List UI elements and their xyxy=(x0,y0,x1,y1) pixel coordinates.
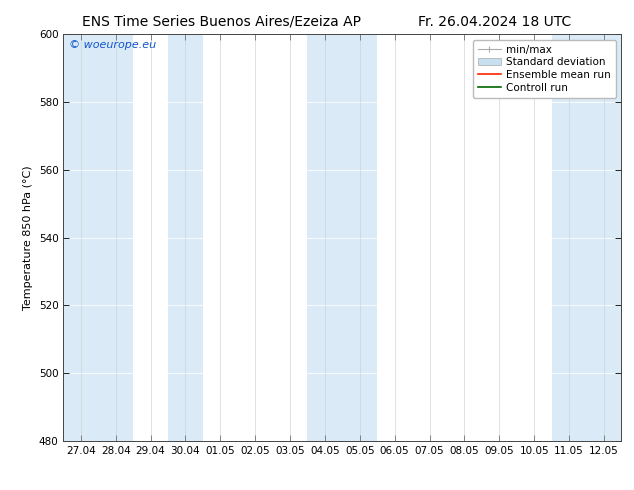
Bar xyxy=(552,34,586,441)
Text: © woeurope.eu: © woeurope.eu xyxy=(69,40,156,50)
Y-axis label: Temperature 850 hPa (°C): Temperature 850 hPa (°C) xyxy=(23,165,33,310)
Text: ENS Time Series Buenos Aires/Ezeiza AP: ENS Time Series Buenos Aires/Ezeiza AP xyxy=(82,15,361,29)
Legend: min/max, Standard deviation, Ensemble mean run, Controll run: min/max, Standard deviation, Ensemble me… xyxy=(473,40,616,98)
Bar xyxy=(168,34,203,441)
Bar xyxy=(307,34,342,441)
Bar xyxy=(63,34,98,441)
Bar xyxy=(586,34,621,441)
Text: Fr. 26.04.2024 18 UTC: Fr. 26.04.2024 18 UTC xyxy=(418,15,571,29)
Bar xyxy=(98,34,133,441)
Bar xyxy=(342,34,377,441)
